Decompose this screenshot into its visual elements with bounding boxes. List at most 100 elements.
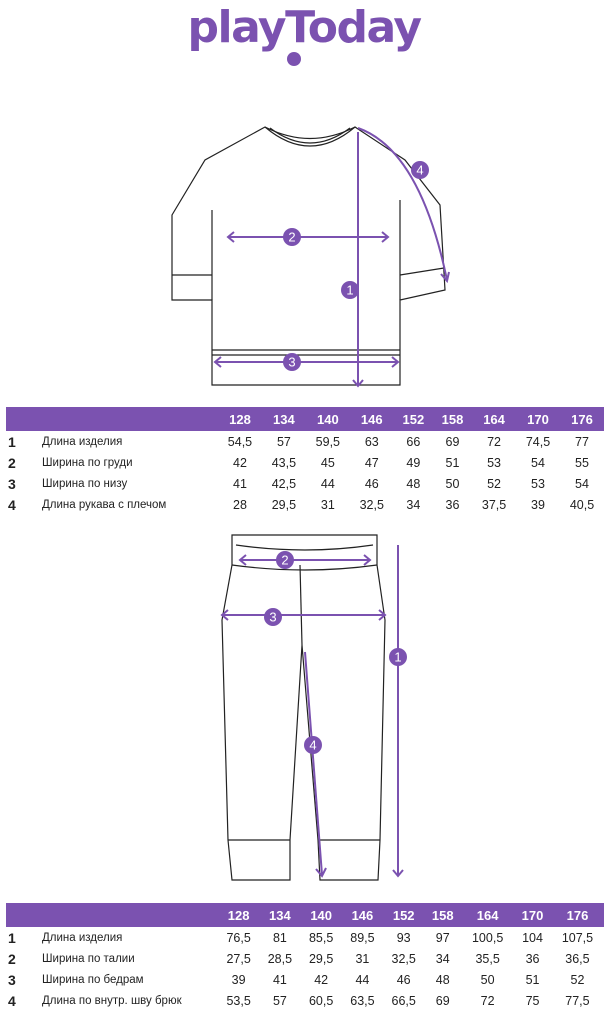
size-header: 158 xyxy=(431,907,454,923)
table-cell: 52 xyxy=(487,476,502,491)
table-cell: 28 xyxy=(233,497,247,512)
row-number: 3 xyxy=(8,971,16,988)
measure-4-marker xyxy=(411,161,429,179)
row-label: Ширина по груди xyxy=(42,456,133,469)
table-row: 4 Длина рукава с плечом 28 29,5 31 32,5 34 36 37… xyxy=(6,494,604,515)
table-row: 2 Ширина по талии 27,5 28,5 29,5 31 32,5 34 35,5… xyxy=(6,948,604,969)
measure-4-line xyxy=(357,127,450,284)
measure-2-marker xyxy=(283,228,301,246)
measure-4-number: 4 xyxy=(416,163,423,178)
table-cell: 104 xyxy=(522,930,543,945)
table-cell: 31 xyxy=(320,497,335,512)
table-cell: 45 xyxy=(320,455,335,470)
table-cell: 55 xyxy=(575,455,589,470)
table-cell: 34 xyxy=(435,951,450,966)
size-header: 164 xyxy=(483,411,505,427)
size-header: 152 xyxy=(402,411,425,427)
table-cell: 42 xyxy=(314,972,329,987)
size-header: 128 xyxy=(229,411,251,427)
measure-1-marker xyxy=(341,281,359,299)
table-cell: 43,5 xyxy=(271,455,297,470)
measure-3-line xyxy=(220,609,387,621)
table-cell: 93 xyxy=(396,930,411,945)
table-cell: 39 xyxy=(231,972,246,987)
table-cell: 85,5 xyxy=(308,930,334,945)
measure-3-marker xyxy=(283,353,301,371)
measure-2-line xyxy=(226,231,390,243)
table-cell: 32,5 xyxy=(391,951,416,966)
table-cell: 52 xyxy=(570,972,585,987)
table-cell: 44 xyxy=(355,972,370,987)
table-cell: 41 xyxy=(272,972,287,987)
row-number: 3 xyxy=(8,475,16,492)
table-cell: 44 xyxy=(320,476,335,491)
measure-1-line xyxy=(392,545,404,878)
table-cell: 48 xyxy=(406,476,421,491)
size-header: 158 xyxy=(441,411,464,427)
table-cell: 46 xyxy=(396,972,411,987)
table-cell: 63 xyxy=(364,434,379,449)
table-cell: 53 xyxy=(531,476,545,491)
table-cell: 77 xyxy=(575,434,589,449)
table-cell: 97 xyxy=(435,930,450,945)
table-cell: 72 xyxy=(480,993,495,1008)
table-cell: 29,5 xyxy=(271,497,297,512)
table-cell: 37,5 xyxy=(481,497,507,512)
row-label: Длина по внутр. шву брюк xyxy=(42,994,182,1007)
row-number: 4 xyxy=(8,992,16,1009)
row-label: Длина рукава с плечом xyxy=(42,498,167,511)
table-cell: 50 xyxy=(445,476,460,491)
measure-4-line xyxy=(304,651,327,878)
measure-2-number: 2 xyxy=(288,230,295,245)
table-cell: 31 xyxy=(355,951,370,966)
table-cell: 51 xyxy=(445,455,460,470)
table-cell: 51 xyxy=(525,972,540,987)
table-cell: 89,5 xyxy=(350,930,375,945)
table-cell: 32,5 xyxy=(359,497,384,512)
size-header: 140 xyxy=(316,411,339,427)
table-cell: 48 xyxy=(435,972,450,987)
table-cell: 40,5 xyxy=(569,497,595,512)
table-cell: 66 xyxy=(406,434,421,449)
table-cell: 57 xyxy=(272,993,287,1008)
pants-outline xyxy=(221,534,386,881)
table-cell: 81 xyxy=(272,930,287,945)
table-cell: 53 xyxy=(487,455,502,470)
table-cell: 74,5 xyxy=(525,434,551,449)
row-label: Длина изделия xyxy=(42,435,123,448)
table-cell: 47 xyxy=(364,455,379,470)
table-cell: 34 xyxy=(406,497,421,512)
row-label: Ширина по низу xyxy=(42,477,128,490)
table-cell: 36 xyxy=(525,951,540,966)
table-cell: 63,5 xyxy=(350,993,375,1008)
pants-size-table: 128 134 140 146 152 158 164 170 176 1 Длина издели… xyxy=(6,903,604,1011)
table-cell: 54 xyxy=(575,476,589,491)
measure-3-number: 3 xyxy=(269,610,276,625)
tshirt-size-table: 128 134 140 146 152 158 164 170 176 1 Длина издели… xyxy=(6,407,604,515)
table-cell: 100,5 xyxy=(471,930,504,945)
row-number: 1 xyxy=(8,433,16,450)
table-cell: 36 xyxy=(445,497,460,512)
table-row: 3 Ширина по низу 41 42,5 44 46 48 50 52 53 54 xyxy=(6,473,604,494)
table-cell: 53,5 xyxy=(226,993,251,1008)
table-cell: 27,5 xyxy=(226,951,251,966)
row-number: 2 xyxy=(8,950,16,967)
size-header: 152 xyxy=(392,907,415,923)
table-cell: 46 xyxy=(364,476,379,491)
table-cell: 72 xyxy=(487,434,502,449)
measure-1-marker xyxy=(389,648,407,666)
table-cell: 29,5 xyxy=(308,951,334,966)
pants-drawing: 1 2 3 4 xyxy=(220,534,407,881)
size-header: 128 xyxy=(227,907,250,923)
size-header: 134 xyxy=(269,907,291,923)
table-cell: 69 xyxy=(445,434,460,449)
table-cell: 39 xyxy=(531,497,545,512)
measure-3-marker xyxy=(264,608,282,626)
table-cell: 28,5 xyxy=(267,951,293,966)
table-cell: 66,5 xyxy=(391,993,416,1008)
size-header: 140 xyxy=(310,907,333,923)
measure-1-line xyxy=(352,132,364,388)
table-cell: 59,5 xyxy=(315,434,341,449)
table-row: 1 Длина изделия 76,5 81 85,5 89,5 93 97 100,5 104… xyxy=(6,927,604,948)
table-cell: 54 xyxy=(531,455,545,470)
